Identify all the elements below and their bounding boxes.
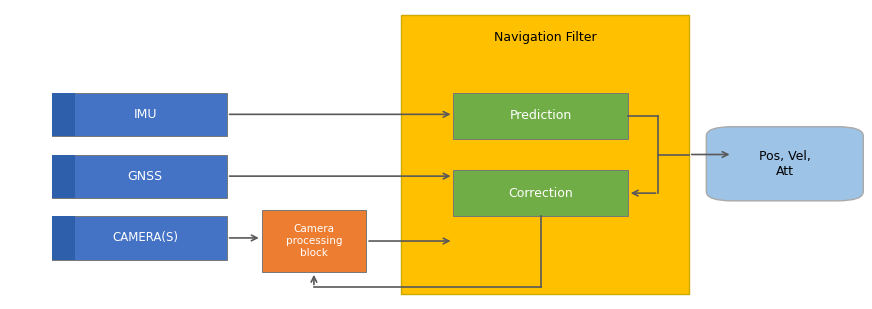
FancyBboxPatch shape [52, 93, 227, 136]
FancyBboxPatch shape [453, 93, 628, 139]
Text: Pos, Vel,
Att: Pos, Vel, Att [759, 150, 811, 178]
Text: Camera
processing
block: Camera processing block [286, 224, 342, 258]
Text: IMU: IMU [133, 108, 157, 121]
FancyBboxPatch shape [52, 93, 75, 136]
Text: Navigation Filter: Navigation Filter [494, 31, 596, 44]
Text: CAMERA(S): CAMERA(S) [112, 231, 178, 244]
FancyBboxPatch shape [52, 154, 75, 198]
Text: Correction: Correction [508, 187, 573, 200]
FancyBboxPatch shape [52, 216, 227, 260]
FancyBboxPatch shape [453, 170, 628, 216]
FancyBboxPatch shape [706, 127, 863, 201]
FancyBboxPatch shape [401, 15, 689, 294]
FancyBboxPatch shape [262, 210, 366, 272]
Text: Prediction: Prediction [509, 109, 572, 122]
Text: GNSS: GNSS [127, 170, 163, 183]
FancyBboxPatch shape [52, 216, 75, 260]
FancyBboxPatch shape [52, 154, 227, 198]
